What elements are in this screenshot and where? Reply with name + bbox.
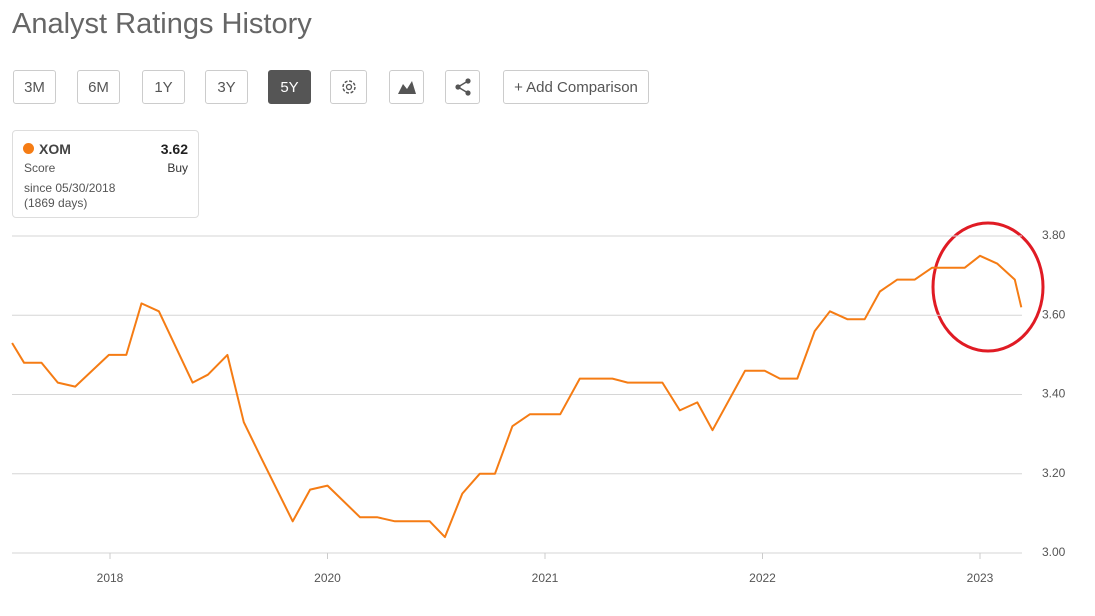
add-comparison-button[interactable]: + Add Comparison — [503, 70, 649, 104]
x-tick-label: 2023 — [967, 571, 994, 585]
share-icon — [454, 78, 471, 96]
x-tick-label: 2022 — [749, 571, 776, 585]
highlight-circle — [931, 221, 1045, 353]
y-tick-label: 3.00 — [1042, 545, 1066, 559]
range-button[interactable]: 5Y — [268, 70, 311, 104]
legend-days: (1869 days) — [24, 196, 88, 210]
page-title: Analyst Ratings History — [12, 8, 312, 40]
chart-icon — [397, 81, 416, 94]
legend-value: 3.62 — [160, 141, 188, 157]
settings-button[interactable] — [330, 70, 367, 104]
range-button[interactable]: 3Y — [205, 70, 248, 104]
legend-since: since 05/30/2018 — [24, 181, 116, 195]
data-line — [11, 254, 1023, 539]
legend-rating: Buy — [167, 161, 188, 175]
y-tick-label: 3.20 — [1042, 466, 1066, 480]
gear-icon — [341, 80, 356, 94]
y-tick-label: 3.80 — [1042, 228, 1066, 242]
y-tick-label: 3.40 — [1042, 387, 1066, 401]
legend-symbol: XOM — [39, 141, 71, 157]
legend-box: XOM 3.62 Score Buy since 05/30/2018 (186… — [12, 130, 199, 218]
x-tick-label: 2021 — [532, 571, 559, 585]
legend-dot — [23, 143, 34, 154]
range-button[interactable]: 1Y — [142, 70, 185, 104]
range-button[interactable]: 6M — [77, 70, 120, 104]
x-tick-label: 2020 — [314, 571, 341, 585]
x-tick-label: 2018 — [97, 571, 124, 585]
share-button[interactable] — [445, 70, 480, 104]
chart-type-button[interactable] — [389, 70, 424, 104]
y-tick-label: 3.60 — [1042, 307, 1066, 321]
legend-label: Score — [24, 161, 56, 175]
range-button[interactable]: 3M — [13, 70, 56, 104]
